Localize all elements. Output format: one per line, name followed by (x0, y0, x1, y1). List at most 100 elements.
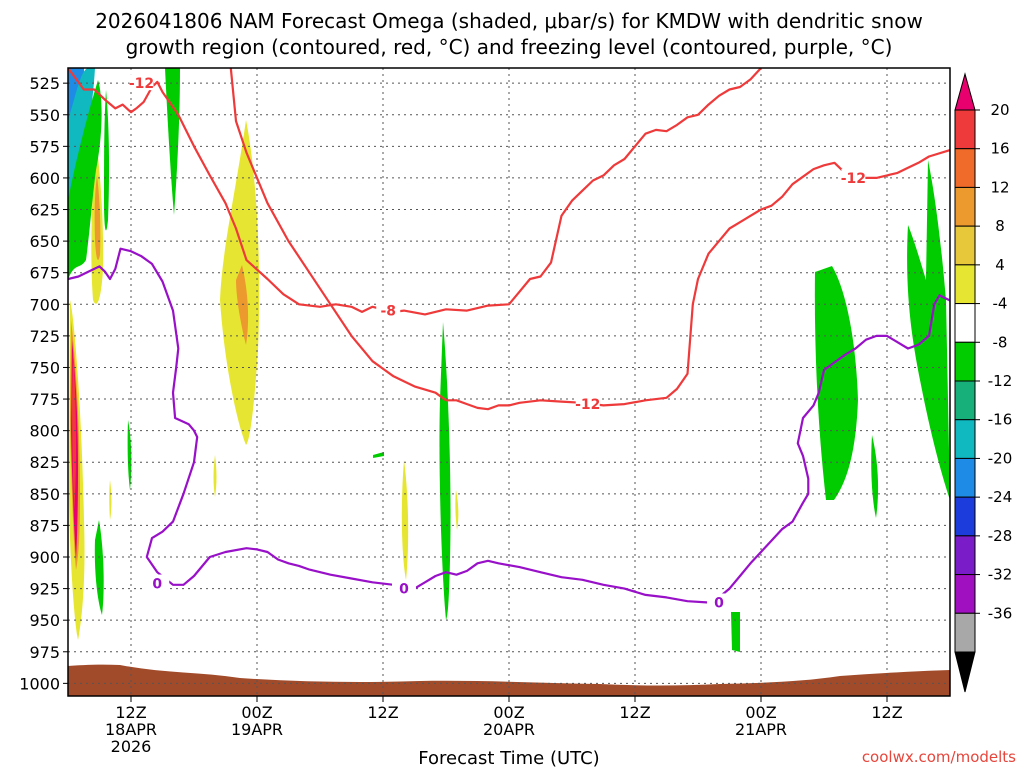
colorbar-label: 8 (995, 217, 1005, 235)
colorbar-label: -20 (988, 449, 1013, 467)
y-tick-label: 900 (29, 548, 60, 567)
omega-region-orange-mid19 (236, 265, 249, 345)
x-tick-label: 19APR (231, 720, 283, 739)
contour-labels: -12 -8 -12 -12 0 0 0 (129, 74, 866, 611)
omega-region-orange-col2 (94, 175, 101, 260)
x-tick-label: 2026 (111, 737, 152, 756)
colorbar-box (954, 496, 976, 537)
x-tick-label: 21APR (735, 720, 787, 739)
y-tick-label: 1000 (19, 674, 60, 693)
y-tick-label: 700 (29, 295, 60, 314)
omega-region-green-21c (907, 160, 950, 500)
colorbar-box (954, 186, 976, 227)
omega-region-green-col3 (104, 90, 110, 231)
y-tick-label: 650 (29, 232, 60, 251)
colorbar-box (954, 380, 976, 421)
y-tick-label: 925 (29, 580, 60, 599)
colorbar-box (954, 341, 976, 382)
colorbar-label: -24 (988, 488, 1013, 506)
contour-label-bg (376, 301, 401, 318)
y-tick-label: 725 (29, 327, 60, 346)
contour-line (68, 247, 950, 604)
y-tick-label: 825 (29, 453, 60, 472)
colorbar-label: -4 (993, 295, 1008, 313)
x-tick-label: 12Z (619, 703, 650, 722)
contour-label-bg (129, 74, 154, 91)
omega-region-green-topleft (68, 80, 102, 280)
omega-region-green-small2 (94, 520, 104, 615)
contour-label-bg (841, 168, 866, 185)
ground-terrain (68, 664, 950, 696)
contour-label-bg (145, 574, 170, 591)
omega-shading (68, 68, 950, 696)
y-tick-label: 775 (29, 390, 60, 409)
contour-label: -12 (841, 171, 866, 187)
colorbar-box (954, 148, 976, 188)
contour-label: 0 (152, 577, 162, 593)
contour-label: -12 (129, 76, 154, 92)
credit-text: coolwx.com/modelts (862, 748, 1016, 766)
omega-region-green-small1 (127, 420, 132, 490)
colorbar-label: 4 (995, 256, 1005, 274)
y-tick-label: 675 (29, 264, 60, 283)
contour-label: -12 (575, 397, 600, 413)
colorbar-box (954, 612, 976, 653)
chart-title-line1: 2026041806 NAM Forecast Omega (shaded, μ… (95, 9, 923, 33)
colorbar-cap-bottom (954, 651, 976, 693)
colorbar-box (954, 574, 976, 614)
y-tick-label: 575 (29, 137, 60, 156)
colorbar-label: -12 (988, 372, 1013, 390)
contour-label: 0 (399, 582, 409, 598)
y-tick-label: 525 (29, 74, 60, 93)
omega-region-green-small4 (731, 612, 740, 652)
colorbar-label: 12 (990, 178, 1009, 196)
x-tick-label: 12Z (115, 703, 146, 722)
x-tick-label: 00Z (745, 703, 776, 722)
x-tick-label: 00Z (241, 703, 272, 722)
y-tick-label: 800 (29, 422, 60, 441)
colorbar-box (954, 109, 976, 150)
contour-label-bg (575, 395, 600, 412)
chart-title-line2: growth region (contoured, red, °C) and f… (126, 35, 893, 59)
x-tick-label: 00Z (493, 703, 524, 722)
omega-region-green-21b (871, 435, 879, 518)
y-tick-label: 600 (29, 169, 60, 188)
contour-line (68, 68, 762, 316)
y-axis: 525 550 575 600 625 650 675 700 725 750 775 800 825 8… (19, 74, 68, 693)
omega-region-green-small3 (373, 452, 384, 458)
colorbar-box (954, 535, 976, 576)
colorbar-box (954, 419, 976, 459)
omega-region-red-left (72, 350, 76, 510)
omega-region-yellow-small2 (213, 455, 217, 497)
colorbar-box (954, 303, 976, 343)
y-tick-label: 625 (29, 201, 60, 220)
contour-label: 0 (714, 595, 724, 611)
x-axis-title: Forecast Time (UTC) (418, 748, 599, 768)
x-tick-label: 12Z (367, 703, 398, 722)
colorbar: 20 16 12 8 4 -4 -8 -12 -16 -20 -24 -28 -32 -36 (954, 72, 1013, 693)
colorbar-label: 20 (990, 101, 1009, 119)
colorbar-cap-top (954, 72, 976, 111)
y-tick-label: 975 (29, 643, 60, 662)
y-tick-label: 550 (29, 106, 60, 125)
contour-label-bg (392, 579, 416, 596)
omega-region-yellow-small1 (109, 480, 112, 520)
omega-region-green-21a (814, 266, 858, 500)
omega-region-yellow-col20a (401, 460, 409, 580)
colorbar-label: -32 (988, 566, 1013, 584)
colorbar-box (954, 264, 976, 305)
colorbar-label: -28 (988, 527, 1013, 545)
colorbar-label: 16 (990, 140, 1009, 158)
x-tick-label: 18APR (105, 720, 157, 739)
colorbar-label: -16 (988, 411, 1013, 429)
x-tick-label: 20APR (483, 720, 535, 739)
contour-label-bg (707, 593, 731, 610)
y-tick-label: 750 (29, 358, 60, 377)
y-tick-label: 850 (29, 485, 60, 504)
contour-label: -8 (380, 304, 396, 320)
colorbar-box (954, 225, 976, 266)
x-tick-label: 12Z (871, 703, 902, 722)
colorbar-box (954, 457, 976, 498)
